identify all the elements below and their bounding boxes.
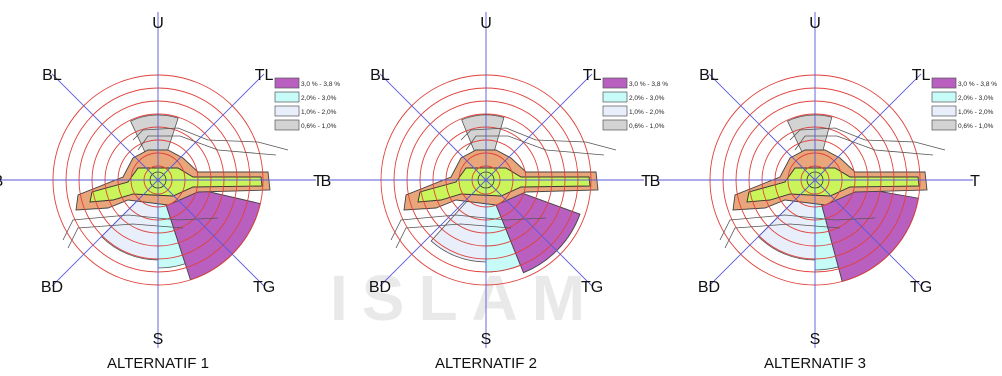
direction-label-B: B (650, 173, 661, 190)
direction-label-TG: TG (253, 279, 275, 296)
direction-label-BL: BL (370, 67, 390, 84)
direction-label-TL: TL (583, 67, 602, 84)
direction-label-TG: TG (910, 279, 932, 296)
svg-text:ISLAM: ISLAM (330, 262, 599, 334)
direction-label-B: B (321, 173, 332, 190)
axis-TG (485, 179, 593, 287)
outline-4 (794, 135, 934, 156)
direction-label-U: U (152, 15, 164, 32)
legend-swatch-3 (274, 105, 300, 117)
legend-label-4: 0,6% - 1,0% (958, 123, 994, 130)
wind-rose-panel-1: U TL T TG S BD B BL 3,0 % - 3,8 % 2,0% - 3,0% 1,0%… (0, 12, 340, 372)
legend-label-1: 3,0 % - 3,8 % (958, 81, 997, 88)
axis-TL (157, 73, 265, 181)
direction-label-U: U (480, 15, 492, 32)
axis-TL (485, 73, 593, 181)
direction-label-S: S (481, 331, 492, 348)
direction-label-TG: TG (581, 279, 603, 296)
axis-BD (51, 179, 159, 287)
legend-swatch-3 (602, 105, 628, 117)
outline-3 (460, 127, 617, 151)
caption-alternatif-1: ALTERNATIF 1 (107, 355, 209, 372)
legend-label-3: 1,0% - 2,0% (629, 109, 665, 116)
axis-BL (379, 73, 487, 181)
band-lime (746, 167, 920, 203)
axis-BD (708, 179, 816, 287)
wind-rose-panel-3: U TL T TG S BD B BL 3,0 % - 3,8 % 2,0% - 3,0% 1,0%… (650, 12, 997, 372)
axis-BL (708, 73, 816, 181)
outline-1 (390, 214, 547, 241)
direction-label-S: S (810, 331, 821, 348)
axis-TG (157, 179, 265, 287)
axis-BD (379, 179, 487, 287)
legend-label-2: 2,0% - 3,0% (958, 95, 994, 102)
legend-swatch-4 (602, 119, 628, 131)
legend-label-2: 2,0% - 3,0% (629, 95, 665, 102)
legend-swatch-4 (274, 119, 300, 131)
band-lime (417, 167, 591, 203)
direction-label-BD: BD (698, 279, 720, 296)
legend-label-3: 1,0% - 2,0% (301, 109, 337, 116)
legend-swatch-4 (931, 119, 957, 131)
direction-label-BL: BL (42, 67, 62, 84)
caption-alternatif-3: ALTERNATIF 3 (764, 355, 866, 372)
watermark: ISLAM (330, 262, 599, 334)
direction-label-T: T (313, 173, 323, 190)
legend-label-2: 2,0% - 3,0% (301, 95, 337, 102)
direction-label-U: U (809, 15, 821, 32)
direction-label-TL: TL (912, 67, 931, 84)
axis-BL (51, 73, 159, 181)
legend-label-4: 0,6% - 1,0% (301, 123, 337, 130)
outline-3 (789, 127, 946, 151)
axis-TG (814, 179, 922, 287)
direction-label-TL: TL (255, 67, 274, 84)
legend-swatch-1 (602, 77, 628, 89)
legend-swatch-2 (602, 91, 628, 103)
caption-alternatif-2: ALTERNATIF 2 (435, 355, 537, 372)
outline-1 (719, 214, 876, 241)
band-lime (89, 167, 263, 203)
direction-label-T: T (970, 173, 980, 190)
legend-swatch-3 (931, 105, 957, 117)
legend-label-1: 3,0 % - 3,8 % (629, 81, 668, 88)
axis-TL (814, 73, 922, 181)
direction-label-S: S (153, 331, 164, 348)
legend-label-1: 3,0 % - 3,8 % (301, 81, 340, 88)
direction-label-BL: BL (699, 67, 719, 84)
legend-swatch-1 (931, 77, 957, 89)
direction-label-B: B (0, 173, 3, 190)
direction-label-T: T (641, 173, 651, 190)
legend-swatch-2 (931, 91, 957, 103)
legend-label-4: 0,6% - 1,0% (629, 123, 665, 130)
outline-4 (137, 135, 277, 156)
direction-label-BD: BD (369, 279, 391, 296)
wind-rose-panel-2: U TL T TG S BD B BL 3,0 % - 3,8 % 2,0% - 3,0% 1,0%… (321, 12, 668, 372)
outline-1 (62, 214, 219, 241)
legend-label-3: 1,0% - 2,0% (958, 109, 994, 116)
legend-swatch-1 (274, 77, 300, 89)
outline-4 (465, 135, 605, 156)
direction-label-BD: BD (41, 279, 63, 296)
outline-3 (132, 127, 289, 151)
legend-swatch-2 (274, 91, 300, 103)
